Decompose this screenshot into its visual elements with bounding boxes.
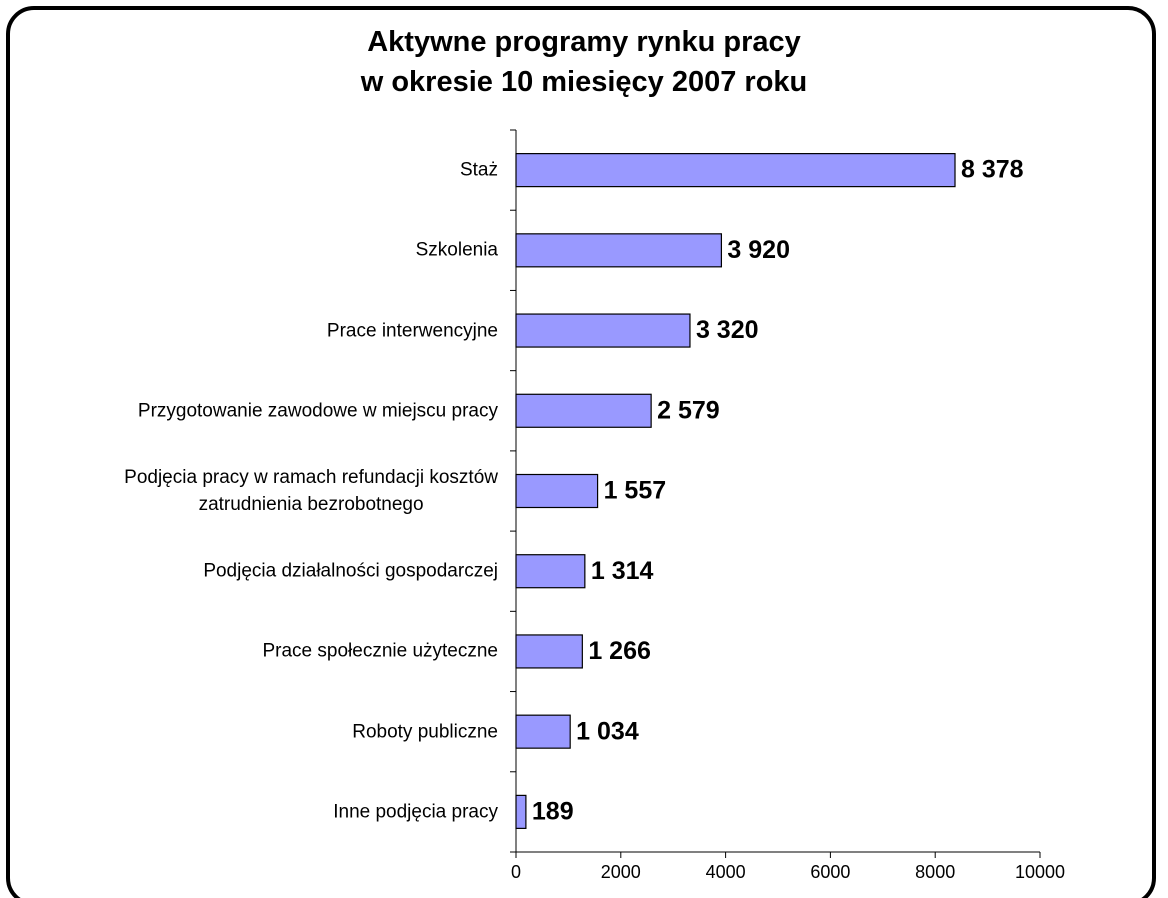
bar bbox=[515, 634, 583, 669]
bar bbox=[515, 473, 599, 509]
value-label: 1 034 bbox=[576, 717, 639, 745]
value-label: 3 320 bbox=[696, 316, 759, 344]
x-tick-label: 4000 bbox=[706, 862, 746, 882]
x-tick-label: 6000 bbox=[810, 862, 850, 882]
y-tick-label: Roboty publiczne bbox=[352, 721, 498, 743]
value-label: 189 bbox=[532, 797, 574, 825]
y-tick-label: Inne podjęcia pracy bbox=[333, 801, 498, 823]
value-label: 1 314 bbox=[591, 557, 654, 585]
value-label: 8 378 bbox=[961, 156, 1024, 184]
x-tick-label: 2000 bbox=[601, 862, 641, 882]
bar bbox=[515, 233, 723, 268]
y-tick-label: Prace społecznie użyteczne bbox=[262, 640, 498, 662]
y-tick-label: Podjęcia pracy w ramach refundacji koszt… bbox=[124, 467, 498, 515]
chart-frame bbox=[6, 6, 1156, 898]
y-tick-label: Staż bbox=[459, 159, 498, 181]
chart-title: Aktywne programy rynku pracy w okresie 1… bbox=[360, 26, 808, 98]
y-tick-label: Prace interwencyjne bbox=[326, 320, 498, 342]
y-tick-label: Podjęcia działalności gospodarczej bbox=[203, 560, 498, 582]
bar bbox=[515, 714, 571, 749]
bar bbox=[515, 554, 586, 589]
bar bbox=[515, 794, 527, 829]
value-label: 3 920 bbox=[727, 236, 790, 264]
y-tick-label: Przygotowanie zawodowe w miejscu pracy bbox=[137, 400, 498, 422]
bar bbox=[515, 393, 652, 428]
bar bbox=[515, 153, 956, 188]
x-tick-label: 10000 bbox=[1015, 862, 1065, 882]
bar bbox=[515, 313, 691, 348]
value-label: 1 266 bbox=[588, 637, 651, 665]
y-tick-label: Szkolenia bbox=[415, 239, 498, 261]
x-tick-label: 0 bbox=[511, 862, 521, 882]
x-tick-label: 8000 bbox=[915, 862, 955, 882]
value-label: 1 557 bbox=[604, 477, 667, 505]
value-label: 2 579 bbox=[657, 396, 720, 424]
